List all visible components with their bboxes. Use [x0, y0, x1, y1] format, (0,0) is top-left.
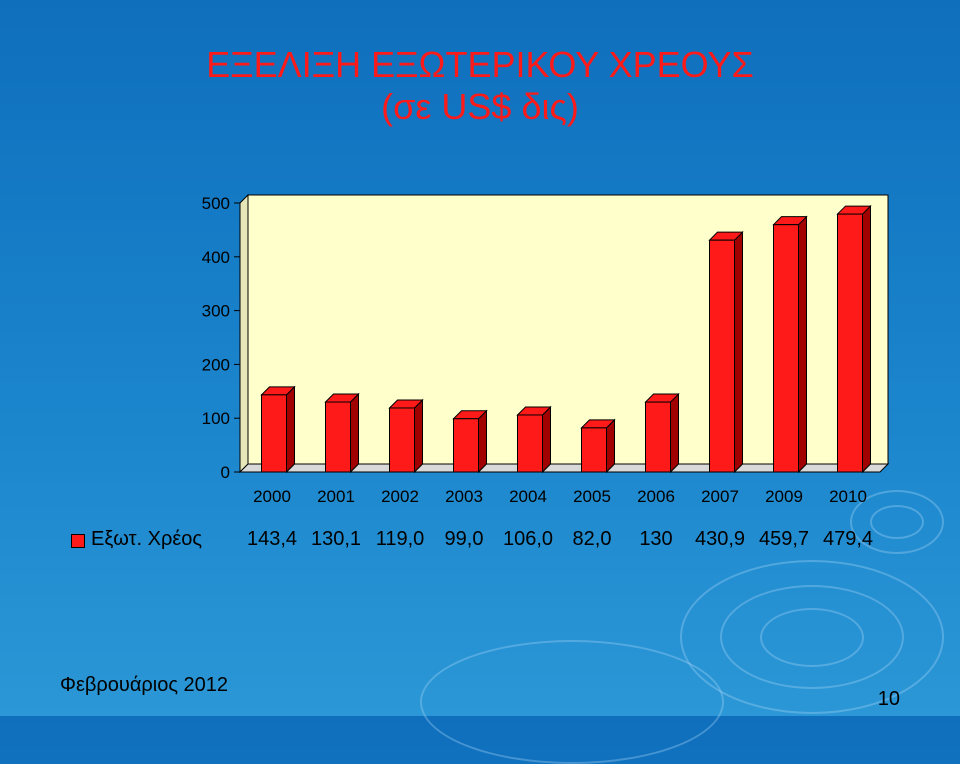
bar	[580, 418, 616, 474]
bar-side	[414, 398, 423, 474]
x-category-label: 2003	[445, 487, 483, 506]
decorative-ripple	[850, 490, 944, 554]
y-tick-label: 100	[202, 409, 230, 428]
data-table-value: 143,4	[246, 528, 298, 550]
bar-front	[261, 394, 287, 473]
bar-chart: 500 400 300 200 100 0 2000 2001 2002 2003 2004 200…	[202, 193, 890, 506]
x-category-label: 2010	[829, 487, 867, 506]
data-table-value: 119,0	[375, 528, 425, 550]
bar-side	[606, 418, 615, 474]
bar	[388, 398, 424, 474]
legend-swatch	[71, 534, 85, 548]
bar-side	[542, 405, 551, 474]
footer-date: Φεβρουάριος 2012	[60, 674, 229, 696]
bar-front	[453, 418, 479, 473]
bar	[708, 230, 744, 474]
bar	[644, 392, 680, 474]
chart-subtitle: (σε US$ δις)	[381, 86, 579, 127]
x-category-label: 2002	[381, 487, 419, 506]
data-table-value: 130,1	[310, 528, 362, 550]
x-category-label: 2007	[701, 487, 739, 506]
data-table-row: Εξωτ. Χρέος 143,4 130,1 119,0 99,0 106,0 82,0…	[63, 524, 883, 556]
bar-side	[862, 204, 871, 474]
data-table-value: 479,4	[822, 528, 874, 550]
bar	[452, 409, 488, 474]
decorative-ripple	[420, 640, 724, 764]
data-table-value: 99,0	[444, 528, 484, 550]
bar	[772, 215, 808, 474]
bar-front	[773, 224, 799, 473]
bar-front	[837, 213, 863, 473]
x-category-label: 2009	[765, 487, 803, 506]
x-category-label: 2000	[253, 487, 291, 506]
bar	[836, 204, 872, 474]
x-category-label: 2004	[509, 487, 547, 506]
data-table-value: 82,0	[572, 528, 612, 550]
decorative-ripple	[680, 560, 944, 714]
bar	[260, 385, 296, 474]
decorative-ripple	[870, 505, 924, 539]
plot-side-wall	[239, 193, 249, 474]
data-table-value: 106,0	[502, 528, 554, 550]
decorative-ripple	[720, 585, 904, 689]
bar-side	[670, 392, 679, 474]
decorative-ripple	[760, 608, 864, 667]
data-table-value: 459,7	[758, 528, 810, 550]
data-table-value: 430,9	[694, 528, 746, 550]
bar-front	[517, 414, 543, 473]
x-category-label: 2006	[637, 487, 675, 506]
chart-title: ΕΞΕΛΙΞΗ ΕΞΩΤΕΡΙΚΟΥ ΧΡΕΟΥΣ	[206, 44, 754, 85]
bar	[516, 405, 552, 474]
y-tick-label: 400	[202, 248, 230, 267]
bar-side	[798, 215, 807, 474]
bar	[324, 392, 360, 474]
bar-front	[709, 239, 735, 473]
bar-front	[645, 401, 671, 473]
bar-side	[350, 392, 359, 474]
y-tick-label: 200	[202, 355, 230, 374]
x-category-label: 2001	[317, 487, 355, 506]
y-tick-label: 500	[202, 194, 230, 213]
bar-side	[478, 409, 487, 474]
y-tick-label: 0	[221, 463, 230, 482]
bar-side	[734, 230, 743, 474]
legend-label: Εξωτ. Χρέος	[91, 528, 203, 550]
x-category-label: 2005	[573, 487, 611, 506]
bar-front	[389, 407, 415, 473]
y-tick-label: 300	[202, 302, 230, 321]
bar-front	[581, 427, 607, 473]
bar-front	[325, 401, 351, 473]
bar-side	[286, 385, 295, 474]
data-table-value: 130	[639, 528, 673, 550]
page-number: 10	[877, 688, 900, 710]
